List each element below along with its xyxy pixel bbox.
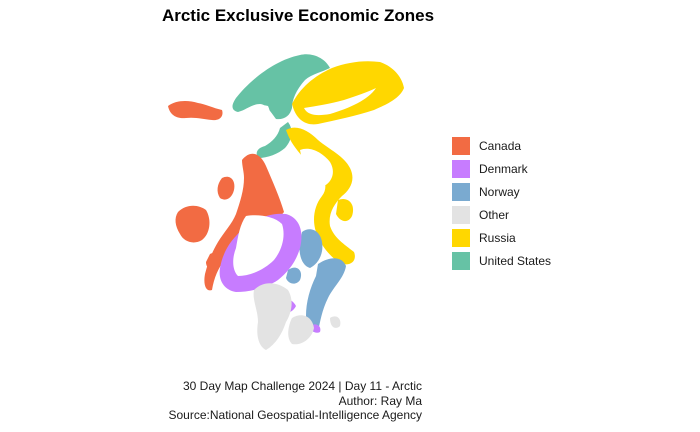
legend-item-other: Other [452, 203, 551, 226]
legend-item-russia: Russia [452, 226, 551, 249]
caption: 30 Day Map Challenge 2024 | Day 11 - Arc… [169, 379, 423, 423]
legend-label: Canada [479, 138, 522, 153]
legend-item-united-states: United States [452, 249, 551, 272]
legend-item-denmark: Denmark [452, 157, 551, 180]
legend-swatch [452, 228, 470, 247]
caption-line-challenge: 30 Day Map Challenge 2024 | Day 11 - Arc… [182, 379, 422, 393]
legend-swatch [452, 205, 470, 224]
legend-swatch [452, 251, 470, 270]
legend-label: Denmark [479, 161, 528, 176]
legend-item-norway: Norway [452, 180, 551, 203]
legend-swatch [452, 182, 470, 201]
region-united-states [232, 54, 330, 158]
legend: Canada Denmark Norway Other Russia United Sta… [452, 134, 551, 272]
region-norway [286, 229, 346, 333]
legend-swatch [452, 159, 470, 178]
land-mask [233, 88, 376, 297]
legend-item-canada: Canada [452, 134, 551, 157]
legend-label: Other [479, 207, 510, 222]
legend-label: United States [479, 253, 552, 268]
legend-label: Russia [479, 230, 516, 245]
legend-label: Norway [479, 184, 520, 199]
region-other [253, 283, 341, 350]
legend-swatch [452, 136, 470, 155]
map-title: Arctic Exclusive Economic Zones [161, 6, 435, 25]
caption-line-author: Author: Ray Ma [338, 393, 422, 408]
caption-line-source: Source:National Geospatial-Intelligence … [168, 408, 423, 422]
